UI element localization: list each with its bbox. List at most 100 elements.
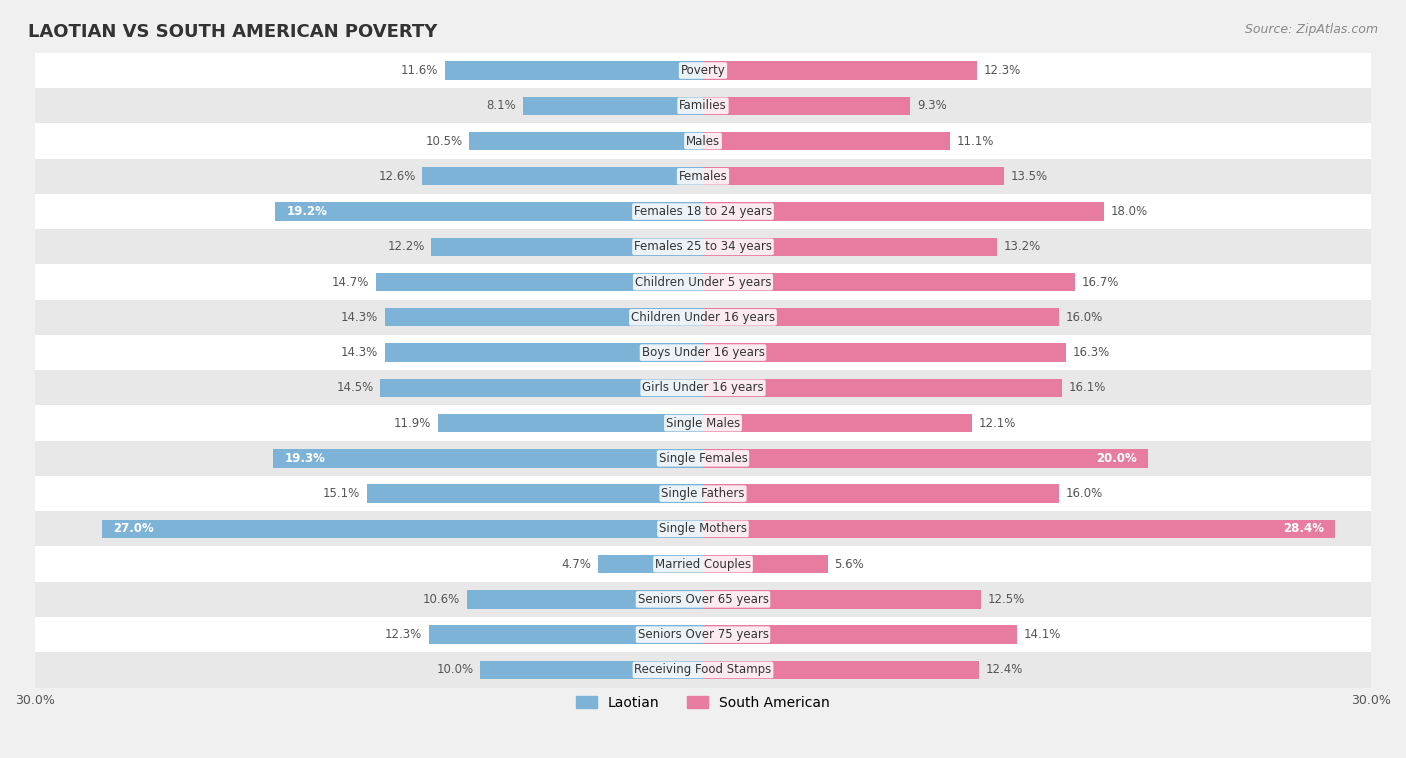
Bar [599,555,703,573]
Bar [429,625,703,644]
Text: Single Females: Single Females [658,452,748,465]
Bar [35,335,1371,370]
Text: 5.6%: 5.6% [834,558,865,571]
Bar [703,661,979,679]
Bar [35,229,1371,265]
Text: 13.2%: 13.2% [1004,240,1040,253]
Bar [467,590,703,609]
Text: 18.0%: 18.0% [1111,205,1147,218]
Text: Single Fathers: Single Fathers [661,487,745,500]
Text: 12.2%: 12.2% [387,240,425,253]
Bar [703,167,1004,186]
Bar [703,309,1059,327]
Bar [35,53,1371,88]
Bar [703,61,977,80]
Text: 8.1%: 8.1% [486,99,516,112]
Text: 11.1%: 11.1% [957,134,994,148]
Bar [703,625,1017,644]
Text: Single Males: Single Males [666,417,740,430]
Bar [273,449,703,468]
Text: 20.0%: 20.0% [1097,452,1137,465]
Bar [703,96,910,115]
Bar [703,202,1104,221]
Bar [35,88,1371,124]
Bar [703,238,997,256]
Bar [470,132,703,150]
Text: 19.3%: 19.3% [284,452,325,465]
Text: 9.3%: 9.3% [917,99,946,112]
Bar [703,132,950,150]
Bar [35,581,1371,617]
Text: Receiving Food Stamps: Receiving Food Stamps [634,663,772,676]
Bar [703,449,1149,468]
Text: Males: Males [686,134,720,148]
Bar [35,511,1371,547]
Bar [35,158,1371,194]
Bar [439,414,703,432]
Bar [703,555,828,573]
Bar [35,194,1371,229]
Text: Children Under 16 years: Children Under 16 years [631,311,775,324]
Text: LAOTIAN VS SOUTH AMERICAN POVERTY: LAOTIAN VS SOUTH AMERICAN POVERTY [28,23,437,41]
Bar [703,590,981,609]
Text: 14.3%: 14.3% [340,346,378,359]
Bar [703,379,1062,397]
Bar [35,617,1371,653]
Text: 4.7%: 4.7% [562,558,592,571]
Bar [422,167,703,186]
Text: Females 25 to 34 years: Females 25 to 34 years [634,240,772,253]
Text: 12.1%: 12.1% [979,417,1017,430]
Bar [367,484,703,503]
Bar [101,520,703,538]
Bar [703,484,1059,503]
Text: 15.1%: 15.1% [323,487,360,500]
Text: 19.2%: 19.2% [287,205,328,218]
Bar [703,343,1066,362]
Text: 10.0%: 10.0% [436,663,474,676]
Text: 28.4%: 28.4% [1284,522,1324,535]
Text: 10.5%: 10.5% [426,134,463,148]
Bar [35,370,1371,406]
Bar [35,124,1371,158]
Text: 13.5%: 13.5% [1011,170,1047,183]
Text: Boys Under 16 years: Boys Under 16 years [641,346,765,359]
Bar [703,414,973,432]
Text: Seniors Over 65 years: Seniors Over 65 years [637,593,769,606]
Text: Single Mothers: Single Mothers [659,522,747,535]
Text: 12.6%: 12.6% [378,170,416,183]
Bar [35,547,1371,581]
Text: Married Couples: Married Couples [655,558,751,571]
Text: 12.3%: 12.3% [984,64,1021,77]
Bar [380,379,703,397]
Bar [35,440,1371,476]
Text: 14.7%: 14.7% [332,276,368,289]
Text: 14.1%: 14.1% [1024,628,1062,641]
Text: 16.0%: 16.0% [1066,311,1104,324]
Bar [703,273,1076,291]
Text: 14.3%: 14.3% [340,311,378,324]
Bar [375,273,703,291]
Bar [35,299,1371,335]
Bar [444,61,703,80]
Bar [35,406,1371,440]
Text: 14.5%: 14.5% [336,381,374,394]
Text: Families: Families [679,99,727,112]
Text: Seniors Over 75 years: Seniors Over 75 years [637,628,769,641]
Text: 27.0%: 27.0% [112,522,153,535]
Bar [385,309,703,327]
Text: Poverty: Poverty [681,64,725,77]
Bar [35,653,1371,688]
Text: Females: Females [679,170,727,183]
Bar [276,202,703,221]
Text: 11.6%: 11.6% [401,64,439,77]
Bar [703,520,1336,538]
Bar [35,265,1371,299]
Bar [523,96,703,115]
Bar [385,343,703,362]
Text: 16.0%: 16.0% [1066,487,1104,500]
Text: 16.7%: 16.7% [1081,276,1119,289]
Text: 12.4%: 12.4% [986,663,1024,676]
Text: 11.9%: 11.9% [394,417,432,430]
Text: Females 18 to 24 years: Females 18 to 24 years [634,205,772,218]
Text: 12.5%: 12.5% [988,593,1025,606]
